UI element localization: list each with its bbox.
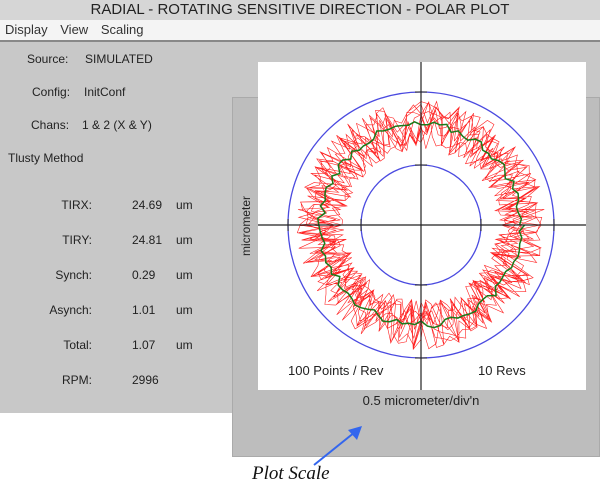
metric-value: 0.29 (132, 268, 156, 282)
revs-label: 10 Revs (478, 363, 526, 378)
metric-value: 1.07 (132, 338, 156, 352)
window-title: RADIAL - ROTATING SENSITIVE DIRECTION - … (0, 0, 600, 20)
source-value: SIMULATED (85, 52, 153, 66)
annotation-arrow (313, 431, 356, 466)
metric-value: 24.81 (132, 233, 163, 247)
menu-view[interactable]: View (60, 22, 89, 37)
menu-bar: Display View Scaling (0, 20, 600, 42)
metric-unit: um (176, 268, 193, 282)
chans-value: 1 & 2 (X & Y) (82, 118, 152, 132)
metric-label: Total: (63, 338, 92, 352)
menu-scaling[interactable]: Scaling (100, 22, 144, 37)
metric-label: Synch: (55, 268, 92, 282)
metric-value: 2996 (132, 373, 159, 387)
points-per-rev-label: 100 Points / Rev (288, 363, 384, 378)
metric-label: TIRX: (61, 198, 92, 212)
config-value: InitConf (84, 85, 126, 99)
metric-unit: um (176, 338, 193, 352)
chans-label: Chans: (31, 118, 70, 132)
metric-value: 1.01 (132, 303, 156, 317)
metric-unit: um (176, 198, 193, 212)
source-label: Source: (27, 52, 69, 66)
scale-label: 0.5 micrometer/div'n (363, 393, 480, 408)
metric-label: TIRY: (62, 233, 92, 247)
metric-label: RPM: (62, 373, 92, 387)
y-axis-label: micrometer (239, 196, 253, 256)
metric-value: 24.69 (132, 198, 163, 212)
arrow-head-icon (348, 426, 362, 440)
config-label: Config: (32, 85, 71, 99)
metric-unit: um (176, 303, 193, 317)
method-label: Tlusty Method (8, 151, 84, 165)
plot-scale-annotation: Plot Scale (252, 463, 330, 484)
metric-label: Asynch: (49, 303, 92, 317)
menu-display[interactable]: Display (5, 22, 48, 37)
raw-trace (296, 100, 545, 351)
metric-unit: um (176, 233, 193, 247)
